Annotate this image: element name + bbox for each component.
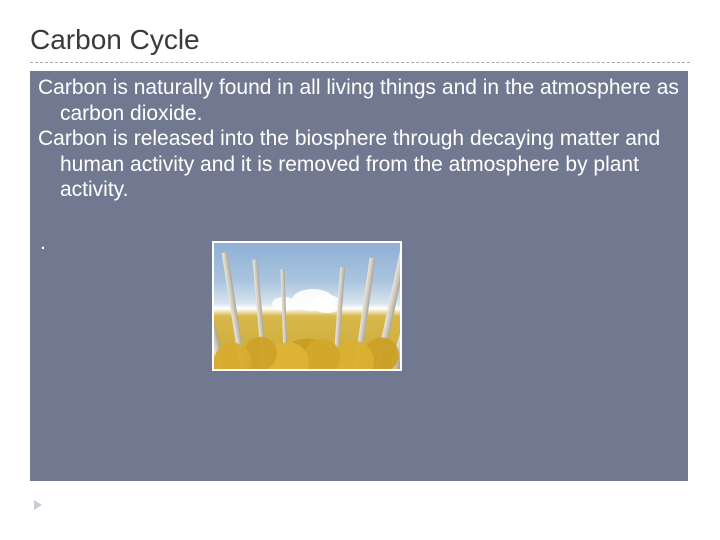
- body-text: Carbon is naturally found in all living …: [38, 75, 680, 203]
- content-box: Carbon is naturally found in all living …: [30, 71, 688, 481]
- trees-photo: [214, 243, 400, 369]
- slide: Carbon Cycle Carbon is naturally found i…: [0, 0, 720, 540]
- bullet-marker-icon: [34, 500, 42, 510]
- photo-frame: [212, 241, 402, 371]
- foliage-overlay: [214, 291, 400, 369]
- paragraph-1: Carbon is naturally found in all living …: [38, 75, 680, 126]
- slide-title: Carbon Cycle: [30, 24, 690, 63]
- paragraph-2: Carbon is released into the biosphere th…: [38, 126, 680, 203]
